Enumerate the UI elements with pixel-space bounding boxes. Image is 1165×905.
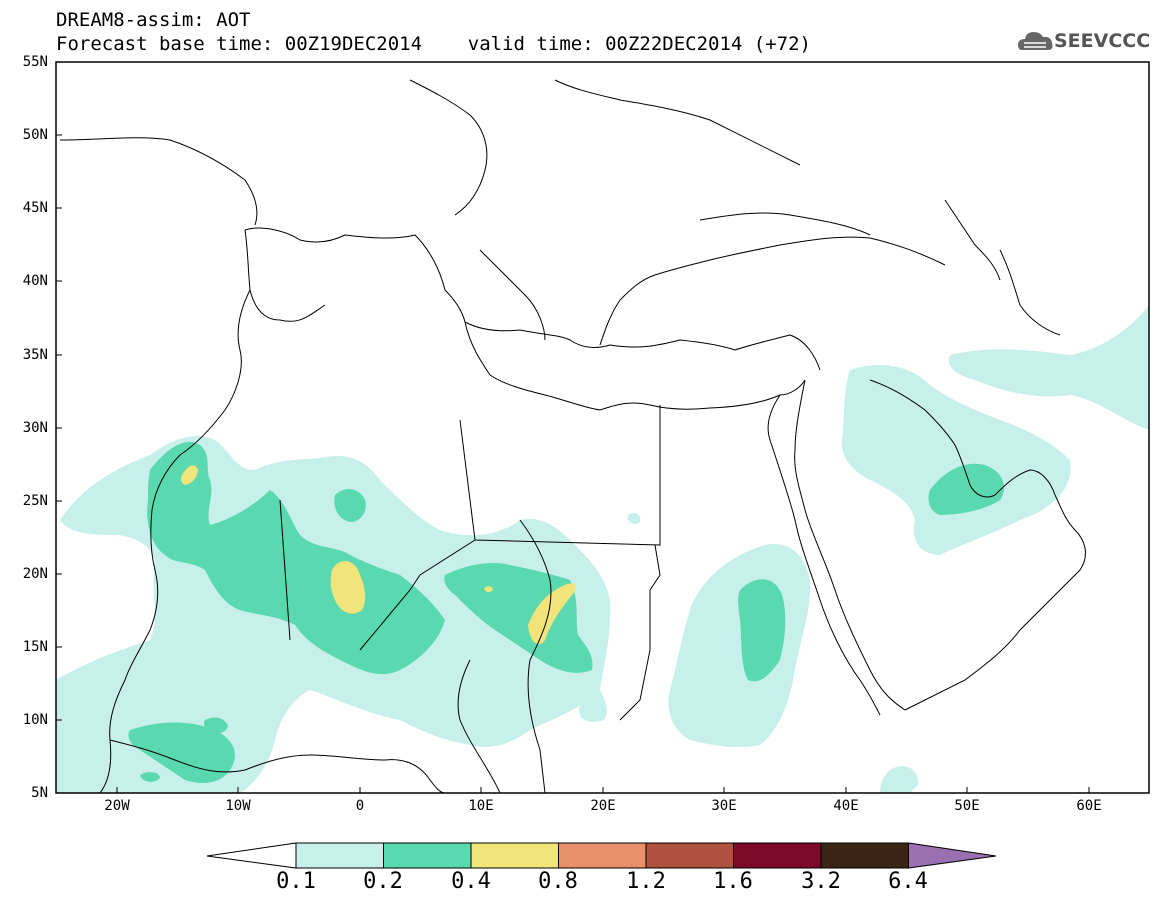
lat-label-25n: 25N <box>22 493 48 509</box>
lat-label-15n: 15N <box>22 639 48 655</box>
lon-label-60e: 60E <box>1076 798 1102 814</box>
lat-label-35n: 35N <box>22 347 48 363</box>
colorbar-label-0.2: 0.2 <box>363 869 403 894</box>
lon-label-40e: 40E <box>833 798 859 814</box>
lon-label-0: 0 <box>355 798 365 814</box>
lat-label-40n: 40N <box>22 273 48 289</box>
colorbar-box-1.2-1.6 <box>645 842 734 869</box>
lon-label-10w: 10W <box>225 798 251 814</box>
lon-label-10e: 10E <box>468 798 494 814</box>
aot-level-0.4-0.8 <box>181 465 576 645</box>
lat-label-30n: 30N <box>22 420 48 436</box>
lon-label-30e: 30E <box>711 798 737 814</box>
colorbar-box-0.2-0.4 <box>383 842 472 869</box>
chart-title: DREAM8-assim: AOT <box>56 9 251 31</box>
lat-label-5n: 5N <box>31 785 48 801</box>
seevccc-logo <box>1018 32 1053 50</box>
colorbar-box-3.2-6.4 <box>820 842 909 869</box>
colorbar-label-1.6: 1.6 <box>713 869 753 894</box>
lat-label-55n: 55N <box>22 54 48 70</box>
colorbar-box-1.6-3.2 <box>733 842 822 869</box>
lon-label-20w: 20W <box>104 798 130 814</box>
forecast-time-subtitle: Forecast base time: 00Z19DEC2014 valid t… <box>56 33 811 55</box>
colorbar-label-1.2: 1.2 <box>626 869 666 894</box>
lat-label-20n: 20N <box>22 566 48 582</box>
logo-text: SEEVCCC <box>1054 30 1151 52</box>
colorbar-label-0.1: 0.1 <box>276 869 316 894</box>
cloud-icon <box>1018 32 1053 50</box>
colorbar-label-0.4: 0.4 <box>451 869 491 894</box>
colorbar-label-6.4: 6.4 <box>888 869 928 894</box>
colorbar-arrow-low <box>206 842 297 869</box>
colorbar-arrow-high <box>908 842 997 869</box>
lat-label-45n: 45N <box>22 200 48 216</box>
lon-label-50e: 50E <box>954 798 980 814</box>
coastlines <box>59 79 1086 793</box>
colorbar-box-0.4-0.8 <box>470 842 559 869</box>
colorbar-label-0.8: 0.8 <box>538 869 578 894</box>
axis-ticks <box>56 61 1090 793</box>
lon-label-20e: 20E <box>590 798 616 814</box>
lat-label-50n: 50N <box>22 127 48 143</box>
colorbar-box-0.1-0.2 <box>295 842 384 869</box>
lat-label-10n: 10N <box>22 712 48 728</box>
colorbar-box-0.8-1.2 <box>558 842 647 869</box>
colorbar-label-3.2: 3.2 <box>801 869 841 894</box>
